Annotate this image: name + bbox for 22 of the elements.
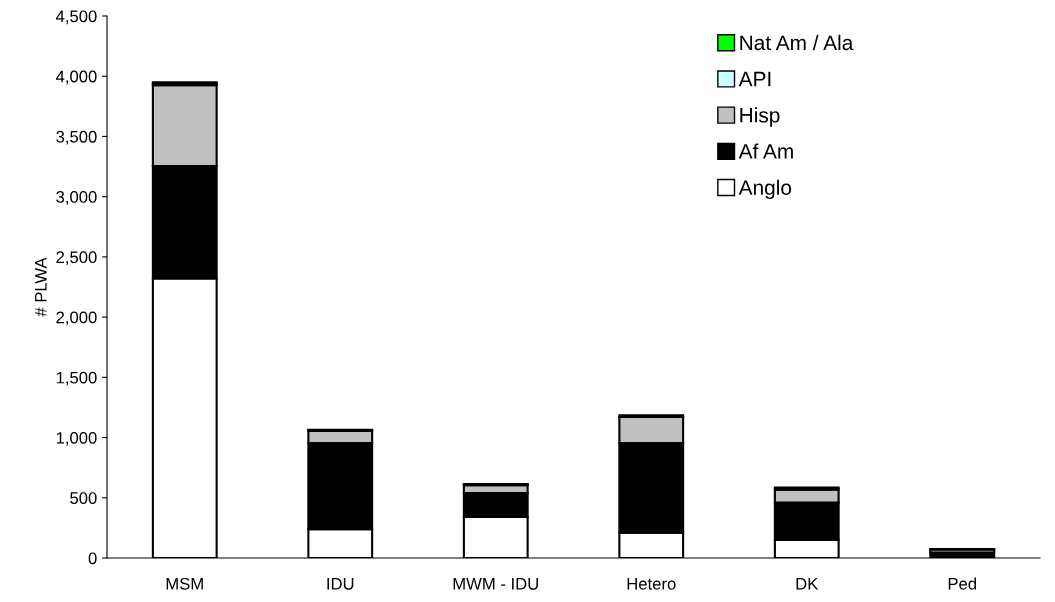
legend-label: Anglo	[738, 179, 792, 200]
y-tick-label: 2,000	[56, 311, 97, 326]
y-tick-label: 4,500	[55, 10, 97, 25]
y-tick-label: 1,500	[56, 371, 97, 386]
x-tick-label: MWM - IDU	[453, 578, 538, 590]
x-tick-label: Ped	[948, 577, 976, 590]
y-axis-title: # PLWA	[35, 257, 47, 317]
y-tick-label: 3,500	[56, 130, 97, 145]
y-tick-label: 4,000	[55, 70, 97, 85]
x-tick-label: DK	[796, 578, 819, 590]
x-tick-label: MSM	[166, 577, 203, 590]
x-tick-label: IDU	[327, 578, 354, 590]
legend-label: Nat Am / Ala	[740, 34, 854, 51]
y-tick-label: 3,000	[56, 191, 97, 205]
y-tick-label: 500	[70, 492, 97, 504]
x-tick-label: Hetero	[627, 578, 676, 590]
legend-label: Hisp	[740, 107, 780, 127]
y-tick-label: 0	[88, 552, 97, 565]
legend-label: Af Am	[738, 143, 793, 159]
legend-label: API	[738, 71, 771, 87]
y-tick-label: 1,000	[56, 431, 97, 446]
y-tick-label: 2,500	[56, 251, 97, 266]
